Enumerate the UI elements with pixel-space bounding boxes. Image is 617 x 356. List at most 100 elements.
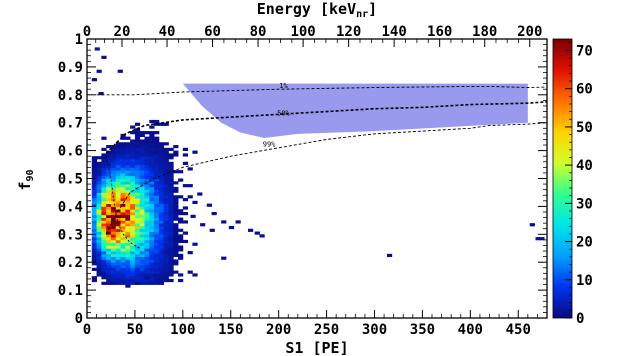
heatmap-cell	[173, 237, 179, 241]
heatmap-cell	[106, 200, 112, 205]
heatmap-cell	[125, 267, 131, 271]
heatmap-cell	[173, 214, 179, 218]
heatmap-cell	[96, 203, 102, 207]
heatmap-cell	[154, 270, 160, 274]
heatmap-cell	[91, 239, 97, 244]
heatmap-cell	[130, 259, 136, 263]
heatmap-cell	[158, 175, 165, 179]
heatmap-cell	[110, 184, 117, 188]
heatmap-cell	[110, 189, 117, 193]
heatmap-cell	[163, 170, 169, 174]
heatmap-outlier-cell	[200, 223, 206, 227]
heatmap-cell	[154, 150, 160, 154]
heatmap-cell	[106, 264, 112, 269]
heatmap-cell	[187, 195, 193, 199]
heatmap-cell	[149, 125, 155, 129]
x-tick-label: 450	[506, 322, 531, 338]
heatmap-cell	[139, 167, 145, 171]
heatmap-cell	[120, 175, 126, 179]
heatmap-cell	[173, 209, 179, 213]
heatmap-cell	[144, 142, 150, 146]
heatmap-cell	[106, 242, 112, 246]
heatmap-cell	[96, 189, 102, 193]
heatmap-cell	[144, 145, 150, 149]
heatmap-cell	[139, 223, 145, 227]
heatmap-cell	[192, 242, 198, 246]
heatmap-cell	[125, 142, 131, 146]
heatmap-cell	[110, 262, 117, 266]
heatmap-cell	[96, 225, 102, 230]
heatmap-cell	[125, 220, 131, 224]
heatmap-cell	[139, 278, 145, 283]
heatmap-cell	[130, 276, 136, 280]
heatmap-cell	[139, 156, 145, 160]
heatmap-cell	[168, 248, 174, 252]
heatmap-cell	[134, 209, 141, 213]
heatmap-cell	[168, 217, 174, 221]
heatmap-cell	[91, 262, 97, 266]
heatmap-cell	[139, 267, 145, 271]
heatmap-cell	[110, 278, 117, 283]
heatmap-cell	[91, 237, 97, 241]
heatmap-cell	[163, 189, 169, 193]
heatmap-cell	[134, 158, 141, 163]
heatmap-cell	[130, 267, 136, 271]
heatmap-outlier-cell	[535, 237, 541, 241]
heatmap-cell	[110, 153, 117, 157]
heatmap-cell	[154, 136, 160, 140]
heatmap-cell	[158, 225, 165, 230]
heatmap-cell	[139, 198, 145, 202]
heatmap-cell	[125, 172, 131, 177]
heatmap-cell	[101, 178, 107, 182]
heatmap-cell	[139, 225, 145, 230]
heatmap-cell	[144, 195, 150, 199]
heatmap-cell	[197, 192, 203, 196]
heatmap-cell	[149, 145, 155, 149]
heatmap-cell	[158, 234, 165, 238]
heatmap-outlier-cell	[134, 281, 141, 285]
heatmap-cell	[192, 150, 198, 154]
heatmap-cell	[149, 256, 155, 260]
top-tick-label: 20	[114, 24, 131, 40]
heatmap-cell	[158, 158, 165, 163]
heatmap-cell	[139, 203, 145, 207]
heatmap-cell	[130, 245, 136, 249]
heatmap-cell	[120, 278, 126, 283]
heatmap-cell	[173, 225, 179, 230]
heatmap-cell	[115, 211, 121, 216]
top-tick-label: 160	[427, 24, 452, 40]
heatmap-cell	[96, 209, 102, 213]
colorbar-tick-label: 70	[576, 43, 593, 59]
heatmap-cell	[182, 184, 189, 188]
heatmap-cell	[134, 136, 141, 140]
heatmap-cell	[134, 245, 141, 249]
heatmap-cell	[144, 200, 150, 205]
heatmap-cell	[144, 184, 150, 188]
heatmap-cell	[101, 223, 107, 227]
heatmap-cell	[96, 267, 102, 271]
heatmap-cell	[106, 267, 112, 271]
heatmap-cell	[106, 239, 112, 244]
heatmap-cell	[120, 251, 126, 255]
heatmap-cell	[96, 156, 102, 160]
heatmap-cell	[158, 142, 165, 146]
heatmap-cell	[158, 164, 165, 168]
heatmap-cell	[154, 239, 160, 244]
colorbar-tick-label: 0	[576, 311, 584, 327]
heatmap-cell	[106, 211, 112, 216]
y-tick-label: 0.6	[58, 144, 83, 160]
heatmap-cell	[158, 278, 165, 283]
heatmap-cell	[130, 158, 136, 163]
heatmap-cell	[96, 214, 102, 218]
heatmap-cell	[125, 276, 131, 280]
heatmap-cell	[139, 200, 145, 205]
heatmap-cell	[91, 242, 97, 246]
heatmap-cell	[149, 153, 155, 157]
heatmap-cell	[125, 278, 131, 283]
heatmap-cell	[120, 156, 126, 160]
heatmap-cell	[130, 181, 136, 185]
heatmap-cell	[134, 195, 141, 199]
heatmap-cell	[149, 198, 155, 202]
heatmap-cell	[130, 164, 136, 168]
heatmap-cell	[173, 231, 179, 235]
